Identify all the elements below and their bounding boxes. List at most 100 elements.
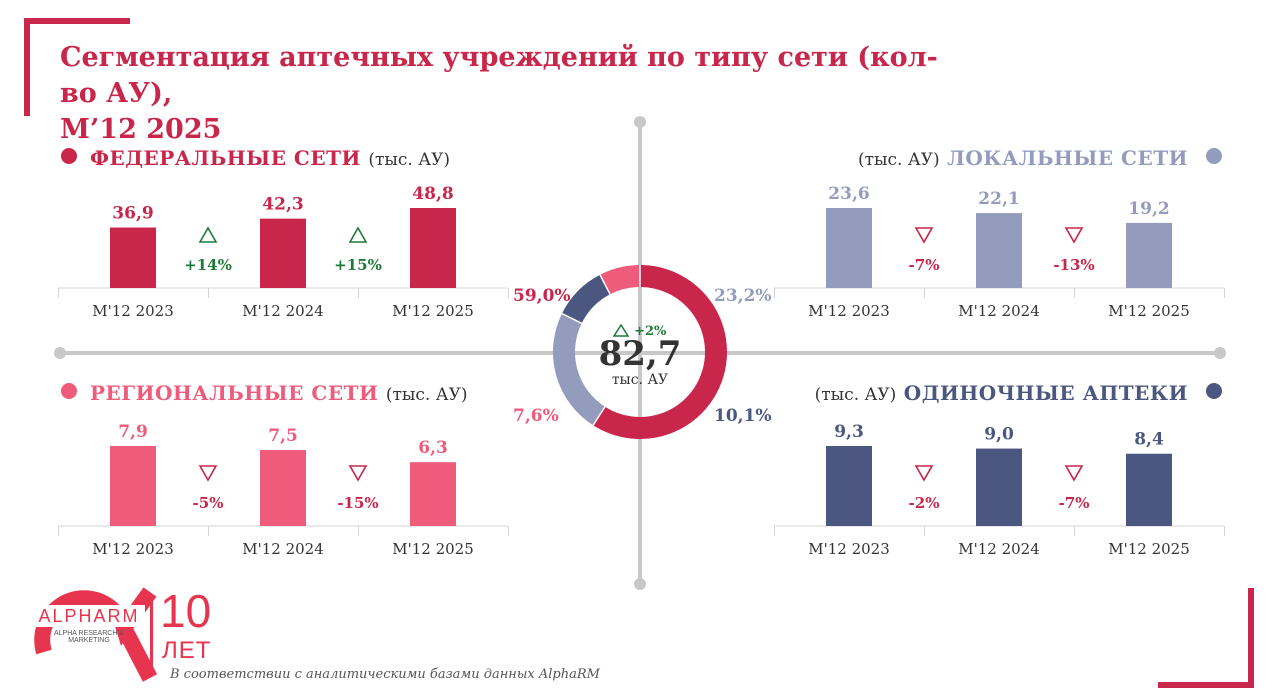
federal-bar xyxy=(110,227,156,288)
federal-change-label: +15% xyxy=(334,256,382,274)
regional-category-label: М'12 2023 xyxy=(92,540,174,558)
donut-label-local: 23,2% xyxy=(714,286,772,306)
regional-category-label: М'12 2024 xyxy=(242,540,324,558)
single-bar xyxy=(826,446,872,526)
local-legend-dot xyxy=(1206,148,1222,164)
title-line-1: Сегментация аптечных учреждений по типу … xyxy=(60,42,938,109)
regional-bar xyxy=(410,462,456,526)
local-bar xyxy=(976,213,1022,288)
logo-divider xyxy=(150,596,153,672)
single-category-label: М'12 2023 xyxy=(808,540,890,558)
single-value-label: 9,0 xyxy=(984,425,1014,445)
single-heading-title: ОДИНОЧНЫЕ АПТЕКИ xyxy=(903,381,1188,405)
local-heading-unit: (тыс. АУ) xyxy=(857,150,940,170)
local-change-label: -13% xyxy=(1053,256,1094,274)
regional-bar xyxy=(260,450,306,526)
logo-brand: ALPHARM xyxy=(38,606,140,626)
federal-change-up-icon xyxy=(198,226,218,243)
single-change-label: -7% xyxy=(1059,494,1090,512)
local-bar-chart: 23,6 М'12 2023 22,1 М'12 2024 19,2 М'12 2025 -… xyxy=(774,180,1225,320)
local-value-label: 23,6 xyxy=(828,184,869,204)
local-heading-title: ЛОКАЛЬНЫЕ СЕТИ xyxy=(947,146,1188,170)
regional-change-label: -15% xyxy=(337,494,378,512)
regional-value-label: 7,9 xyxy=(118,422,148,442)
single-heading: (тыс. АУ) ОДИНОЧНЫЕ АПТЕКИ xyxy=(815,381,1188,405)
logo-anniversary-number: 10 xyxy=(160,585,212,637)
logo-anniversary-word: ЛЕТ xyxy=(162,637,212,664)
federal-change-up-icon xyxy=(348,226,368,243)
center-growth-value: +2% xyxy=(634,324,667,339)
axis-end-dot-bottom xyxy=(634,578,646,590)
logo-tagline: ALPHA RESEARCH & MARKETING xyxy=(53,630,125,644)
regional-bar xyxy=(110,446,156,526)
local-change-label: -7% xyxy=(909,256,940,274)
donut-label-federal: 59,0% xyxy=(513,286,571,306)
local-value-label: 19,2 xyxy=(1128,199,1169,219)
donut-slice-separator xyxy=(592,406,606,426)
center-total: 82,7 xyxy=(598,334,682,374)
local-category-label: М'12 2025 xyxy=(1108,302,1190,320)
federal-change-label: +14% xyxy=(184,256,232,274)
donut-slice-federal xyxy=(593,265,727,439)
logo-wordmark-box: ALPHARM xyxy=(33,605,145,627)
federal-heading-title: ФЕДЕРАЛЬНЫЕ СЕТИ xyxy=(90,146,361,170)
single-legend-dot xyxy=(1206,383,1222,399)
center-growth: +2% xyxy=(612,320,667,339)
share-donut-chart xyxy=(553,265,727,439)
federal-heading-unit: (тыс. АУ) xyxy=(368,150,451,170)
single-value-label: 9,3 xyxy=(834,422,864,442)
regional-heading-unit: (тыс. АУ) xyxy=(385,385,468,405)
donut-slice-local xyxy=(553,313,606,426)
local-value-label: 22,1 xyxy=(978,189,1019,209)
donut-slice-separator xyxy=(561,312,583,324)
single-bar xyxy=(1126,453,1172,526)
single-value-label: 8,4 xyxy=(1134,430,1164,450)
regional-heading: РЕГИОНАЛЬНЫЕ СЕТИ (тыс. АУ) xyxy=(90,381,468,405)
regional-bar-svg: 7,9 М'12 2023 7,5 М'12 2024 6,3 М'12 2025 -5% -… xyxy=(58,422,509,558)
axis-end-dot-left xyxy=(54,347,66,359)
regional-value-label: 7,5 xyxy=(268,426,298,446)
local-category-label: М'12 2023 xyxy=(808,302,890,320)
federal-category-label: М'12 2024 xyxy=(242,302,324,320)
single-change-down-icon xyxy=(1064,465,1084,482)
federal-bar xyxy=(410,208,456,288)
center-growth-up-icon xyxy=(612,323,630,337)
title-line-2: М’12 2025 xyxy=(60,114,222,145)
single-bar-chart: 9,3 М'12 2023 9,0 М'12 2024 8,4 М'12 2025 -2% -… xyxy=(774,418,1225,558)
bottom-right-bracket xyxy=(1158,588,1254,688)
federal-value-label: 48,8 xyxy=(412,184,453,204)
regional-legend-dot xyxy=(61,383,77,399)
federal-legend-dot xyxy=(61,148,77,164)
donut-slice-single xyxy=(561,274,611,324)
top-left-bracket xyxy=(24,18,130,116)
regional-change-down-icon xyxy=(348,465,368,482)
local-category-label: М'12 2024 xyxy=(958,302,1040,320)
page-title: Сегментация аптечных учреждений по типу … xyxy=(60,40,960,148)
local-bar xyxy=(826,208,872,288)
single-heading-unit: (тыс. АУ) xyxy=(814,385,897,405)
local-bar xyxy=(1126,222,1172,288)
axis-end-dot-right xyxy=(1214,347,1226,359)
donut-label-single: 10,1% xyxy=(714,406,772,426)
federal-value-label: 42,3 xyxy=(262,195,303,215)
regional-change-label: -5% xyxy=(193,494,224,512)
regional-heading-title: РЕГИОНАЛЬНЫЕ СЕТИ xyxy=(90,381,379,405)
single-bar-svg: 9,3 М'12 2023 9,0 М'12 2024 8,4 М'12 2025 -2% -… xyxy=(774,422,1225,558)
local-bar-svg: 23,6 М'12 2023 22,1 М'12 2024 19,2 М'12 2025 -… xyxy=(774,184,1225,320)
donut-label-regional: 7,6% xyxy=(513,406,559,426)
single-bar xyxy=(976,448,1022,526)
federal-category-label: М'12 2025 xyxy=(392,302,474,320)
federal-bar-chart: 36,9 М'12 2023 42,3 М'12 2024 48,8 М'12 2025 +… xyxy=(58,180,509,320)
local-change-down-icon xyxy=(914,227,934,244)
federal-heading: ФЕДЕРАЛЬНЫЕ СЕТИ (тыс. АУ) xyxy=(90,146,450,170)
federal-category-label: М'12 2023 xyxy=(92,302,174,320)
single-category-label: М'12 2024 xyxy=(958,540,1040,558)
regional-change-down-icon xyxy=(198,465,218,482)
single-change-down-icon xyxy=(914,465,934,482)
regional-bar-chart: 7,9 М'12 2023 7,5 М'12 2024 6,3 М'12 2025 -5% -… xyxy=(58,418,509,558)
donut-slice-separator xyxy=(599,274,611,295)
donut-slice-regional xyxy=(599,265,641,295)
single-change-label: -2% xyxy=(909,494,940,512)
axis-end-dot-top xyxy=(634,116,646,128)
local-heading: (тыс. АУ) ЛОКАЛЬНЫЕ СЕТИ xyxy=(858,146,1188,170)
